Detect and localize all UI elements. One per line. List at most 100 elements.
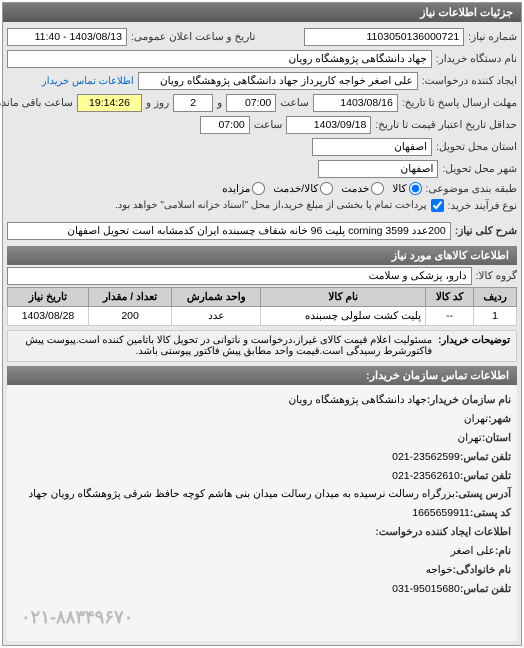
announce-input[interactable] bbox=[7, 28, 127, 46]
contact-tel-label: تلفن تماس: bbox=[460, 580, 511, 599]
days-input[interactable] bbox=[173, 94, 213, 112]
th-unit: واحد شمارش bbox=[172, 288, 261, 307]
contact-address-label: آدرس پستی: bbox=[455, 485, 511, 504]
contact-city-value: تهران bbox=[464, 410, 488, 429]
creator-input[interactable] bbox=[138, 72, 418, 90]
deadline-date-input[interactable] bbox=[313, 94, 398, 112]
announce-label: تاریخ و ساعت اعلان عمومی: bbox=[131, 31, 255, 43]
desc-input[interactable] bbox=[7, 222, 451, 240]
radio-mazaede[interactable]: مزایده bbox=[222, 182, 265, 195]
radio-kala-khadamat[interactable]: کالا/خدمت bbox=[273, 182, 333, 195]
radio-khadamat[interactable]: خدمت bbox=[341, 182, 384, 195]
td-code: -- bbox=[426, 307, 474, 326]
goods-section-title: اطلاعات کالاهای مورد نیاز bbox=[7, 246, 517, 265]
row-validity: حداقل تاریخ اعتبار قیمت تا تاریخ: ساعت bbox=[7, 114, 517, 136]
row-creator: ایجاد کننده درخواست: اطلاعات تماس خریدار bbox=[7, 70, 517, 92]
contact-family-label: نام خانوادگی: bbox=[453, 561, 511, 580]
day-label: روز و bbox=[146, 97, 169, 109]
note-box: توضیحات خریدار: مسئولیت اعلام قیمت کالای… bbox=[7, 330, 517, 362]
province-input[interactable] bbox=[312, 138, 432, 156]
contact-city-label: شهر: bbox=[488, 410, 511, 429]
td-qty: 200 bbox=[89, 307, 172, 326]
contact-city: شهر: تهران bbox=[13, 410, 511, 429]
table-header-row: ردیف کد کالا نام کالا واحد شمارش تعداد /… bbox=[8, 288, 517, 307]
th-row: ردیف bbox=[474, 288, 517, 307]
radio-kala-khadamat-input[interactable] bbox=[320, 182, 333, 195]
contact-postal-value: 1665659911 bbox=[412, 504, 470, 523]
remaining-input bbox=[77, 94, 142, 112]
row-deadline: مهلت ارسال پاسخ تا تاریخ: ساعت و روز و س… bbox=[7, 92, 517, 114]
and-label: و bbox=[217, 97, 222, 109]
org-value: جهاد دانشگاهی پژوهشگاه رویان bbox=[288, 391, 426, 410]
group-input[interactable] bbox=[7, 267, 472, 285]
row-device: نام دستگاه خریدار: bbox=[7, 48, 517, 70]
contact-tel: تلفن تماس: 031-95015680 bbox=[13, 580, 511, 599]
contact-section: نام سازمان خریدار: جهاد دانشگاهی پژوهشگا… bbox=[7, 385, 517, 641]
radio-kala-input[interactable] bbox=[409, 182, 422, 195]
contact-postal: کد پستی: 1665659911 bbox=[13, 504, 511, 523]
city-label: شهر محل تحویل: bbox=[442, 163, 517, 175]
need-number-input[interactable] bbox=[304, 28, 464, 46]
th-code: کد کالا bbox=[426, 288, 474, 307]
contact-province-value: تهران bbox=[458, 429, 482, 448]
big-phone: ۰۲۱-۸۸۳۴۹۶۷۰ bbox=[13, 599, 511, 635]
process-label: نوع فرآیند خرید: bbox=[448, 200, 517, 212]
row-province: استان محل تحویل: bbox=[7, 136, 517, 158]
contact-province: استان: تهران bbox=[13, 429, 511, 448]
time-label-1: ساعت bbox=[280, 97, 309, 109]
note-label: توضیحات خریدار: bbox=[432, 335, 510, 357]
row-desc: شرح کلی نیاز: bbox=[7, 220, 517, 242]
device-input[interactable] bbox=[7, 50, 432, 68]
contact-address-value: بزرگراه رسالت نرسیده به میدان رسالت میدا… bbox=[28, 485, 454, 504]
contact-name-value: علی اصغر bbox=[451, 542, 495, 561]
device-label: نام دستگاه خریدار: bbox=[436, 53, 517, 65]
row-need-number: شماره نیاز: تاریخ و ساعت اعلان عمومی: bbox=[7, 26, 517, 48]
contact-name: نام: علی اصغر bbox=[13, 542, 511, 561]
td-row: 1 bbox=[474, 307, 517, 326]
process-value: پرداخت تمام یا بخشی از مبلغ خرید،از محل … bbox=[115, 200, 427, 211]
deadline-time-input[interactable] bbox=[226, 94, 276, 112]
contact-section-title: اطلاعات تماس سازمان خریدار: bbox=[7, 366, 517, 385]
td-name: پلیت کشت سلولی چسبنده bbox=[261, 307, 426, 326]
row-city: شهر محل تحویل: bbox=[7, 158, 517, 180]
remaining-label: ساعت باقی مانده bbox=[0, 97, 73, 109]
row-process: نوع فرآیند خرید: پرداخت تمام یا بخشی از … bbox=[7, 197, 517, 214]
radio-mazaede-input[interactable] bbox=[252, 182, 265, 195]
category-radios: کالا خدمت کالا/خدمت مزایده bbox=[222, 182, 421, 195]
panel-body: شماره نیاز: تاریخ و ساعت اعلان عمومی: نا… bbox=[3, 22, 521, 645]
radio-kala[interactable]: کالا bbox=[392, 182, 421, 195]
contact-name-label: نام: bbox=[495, 542, 511, 561]
need-number-label: شماره نیاز: bbox=[468, 31, 517, 43]
contact-province-label: استان: bbox=[482, 429, 511, 448]
panel-title: جزئیات اطلاعات نیاز bbox=[3, 3, 521, 22]
main-panel: جزئیات اطلاعات نیاز شماره نیاز: تاریخ و … bbox=[2, 2, 522, 646]
contact-tel-value: 031-95015680 bbox=[392, 580, 460, 599]
contact-phone: تلفن تماس: 021-23562599 bbox=[13, 448, 511, 467]
row-category: طبقه بندی موضوعی: کالا خدمت کالا/خدمت مز… bbox=[7, 180, 517, 197]
th-qty: تعداد / مقدار bbox=[89, 288, 172, 307]
contact-phone-value: 021-23562599 bbox=[392, 448, 460, 467]
contact-fax-value: 021-23562610 bbox=[392, 467, 460, 486]
contact-org: نام سازمان خریدار: جهاد دانشگاهی پژوهشگا… bbox=[13, 391, 511, 410]
city-input[interactable] bbox=[318, 160, 438, 178]
table-row: 1 -- پلیت کشت سلولی چسبنده عدد 200 1403/… bbox=[8, 307, 517, 326]
contact-fax-label: تلفن تماس: bbox=[460, 467, 511, 486]
process-checkbox[interactable] bbox=[431, 199, 444, 212]
category-label: طبقه بندی موضوعی: bbox=[426, 183, 517, 195]
contact-postal-label: کد پستی: bbox=[470, 504, 511, 523]
creator-section-title: اطلاعات ایجاد کننده درخواست: bbox=[13, 523, 511, 542]
radio-khadamat-input[interactable] bbox=[371, 182, 384, 195]
td-date: 1403/08/28 bbox=[8, 307, 89, 326]
validity-label: حداقل تاریخ اعتبار قیمت تا تاریخ: bbox=[375, 119, 517, 131]
contact-fax: تلفن تماس: 021-23562610 bbox=[13, 467, 511, 486]
goods-table: ردیف کد کالا نام کالا واحد شمارش تعداد /… bbox=[7, 287, 517, 326]
province-label: استان محل تحویل: bbox=[436, 141, 517, 153]
contact-link[interactable]: اطلاعات تماس خریدار bbox=[42, 76, 134, 87]
desc-label: شرح کلی نیاز: bbox=[455, 225, 517, 237]
note-value: مسئولیت اعلام قیمت کالای غیراز،درخواست و… bbox=[14, 335, 432, 357]
org-label: نام سازمان خریدار: bbox=[427, 391, 511, 410]
td-unit: عدد bbox=[172, 307, 261, 326]
group-label: گروه کالا: bbox=[476, 270, 517, 282]
validity-date-input[interactable] bbox=[286, 116, 371, 134]
validity-time-input[interactable] bbox=[200, 116, 250, 134]
